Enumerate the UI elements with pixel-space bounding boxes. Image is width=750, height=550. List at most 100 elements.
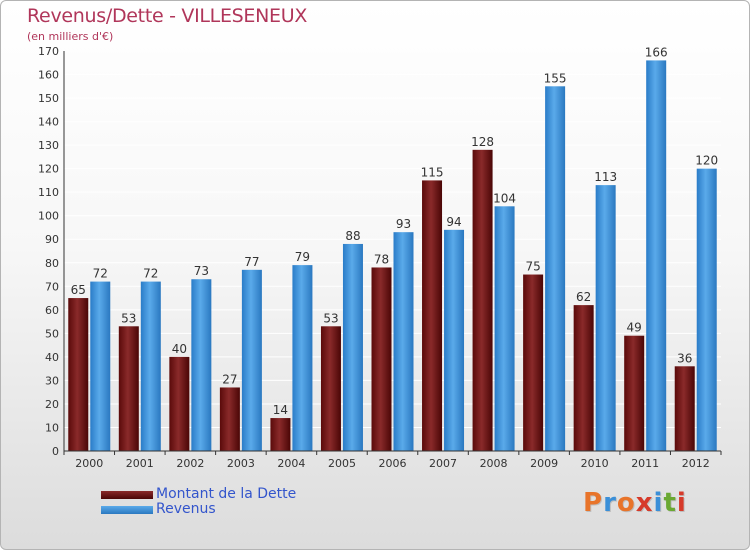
proxiti-logo: Proxiti (583, 488, 687, 518)
x-tick-label: 2006 (379, 457, 407, 470)
bar-revenus (545, 86, 566, 451)
data-label: 53 (121, 311, 136, 325)
data-label: 120 (695, 154, 718, 168)
logo-letter: o (616, 488, 636, 518)
x-tick-label: 2000 (75, 457, 103, 470)
bar-debt (674, 366, 695, 451)
bar-debt (523, 274, 544, 451)
x-tick-label: 2005 (328, 457, 356, 470)
legend-swatch-revenus (101, 505, 153, 514)
bar-revenus (646, 60, 667, 451)
data-label: 27 (222, 372, 237, 386)
legend-label-revenus: Revenus (156, 501, 216, 517)
y-tick-label: 100 (38, 210, 59, 223)
data-label: 72 (93, 267, 108, 281)
y-tick-label: 140 (38, 116, 59, 129)
x-tick-label: 2010 (581, 457, 609, 470)
legend-swatch-debt (101, 490, 153, 499)
data-label: 166 (645, 45, 668, 59)
chart-legend: Montant de la Dette Revenus (101, 487, 296, 517)
chart-subtitle: (en milliers d'€) (27, 30, 114, 43)
bar-debt (219, 387, 240, 451)
y-tick-label: 30 (45, 374, 59, 387)
x-tick-label: 2003 (227, 457, 255, 470)
y-tick-label: 0 (52, 445, 59, 458)
y-tick-label: 160 (38, 69, 59, 82)
legend-item-revenus: Revenus (101, 502, 296, 517)
bar-revenus (90, 281, 111, 451)
y-tick-label: 150 (38, 92, 59, 105)
x-tick-label: 2011 (631, 457, 659, 470)
y-tick-label: 70 (45, 280, 59, 293)
data-label: 40 (172, 342, 187, 356)
bar-revenus (696, 168, 717, 451)
y-tick-label: 80 (45, 257, 59, 270)
x-tick-label: 2012 (682, 457, 710, 470)
x-tick-label: 2002 (176, 457, 204, 470)
y-tick-label: 120 (38, 163, 59, 176)
y-tick-label: 170 (38, 45, 59, 58)
y-tick-label: 90 (45, 233, 59, 246)
data-label: 49 (627, 321, 642, 335)
data-label: 75 (525, 260, 540, 274)
data-label: 62 (576, 290, 591, 304)
bar-revenus (393, 232, 414, 451)
x-tick-label: 2001 (126, 457, 154, 470)
legend-label-debt: Montant de la Dette (156, 486, 297, 502)
logo-letter: P (583, 488, 604, 518)
data-label: 94 (446, 215, 461, 229)
x-tick-label: 2004 (277, 457, 305, 470)
bar-revenus (292, 265, 313, 451)
data-label: 36 (677, 351, 692, 365)
bar-revenus (444, 229, 465, 451)
bar-debt (624, 335, 645, 451)
y-tick-label: 50 (45, 327, 59, 340)
y-tick-label: 130 (38, 139, 59, 152)
data-label: 128 (471, 135, 494, 149)
bar-debt (118, 326, 139, 451)
data-label: 115 (421, 165, 444, 179)
data-label: 14 (273, 403, 288, 417)
bar-debt (573, 305, 594, 451)
bar-debt (169, 356, 190, 451)
data-label: 88 (345, 229, 360, 243)
logo-letter: i (676, 488, 687, 518)
data-label: 77 (244, 255, 259, 269)
bar-revenus (595, 185, 616, 451)
bar-debt (270, 418, 291, 451)
bar-revenus (494, 206, 515, 451)
x-tick-label: 2008 (480, 457, 508, 470)
data-label: 104 (493, 191, 516, 205)
bar-revenus (191, 279, 212, 451)
bar-revenus (241, 269, 262, 451)
y-tick-label: 40 (45, 351, 59, 364)
chart-title: Revenus/Dette - VILLESENEUX (27, 5, 308, 27)
y-tick-label: 10 (45, 421, 59, 434)
bar-debt (371, 267, 392, 451)
data-label: 155 (544, 71, 567, 85)
data-label: 78 (374, 252, 389, 266)
bar-debt (68, 298, 89, 451)
data-label: 65 (71, 283, 86, 297)
bar-debt (422, 180, 443, 452)
logo-letter: x (635, 488, 654, 518)
data-label: 72 (143, 267, 158, 281)
data-label: 53 (323, 311, 338, 325)
data-label: 79 (295, 250, 310, 264)
data-label: 113 (594, 170, 617, 184)
bar-revenus (342, 243, 363, 451)
data-label: 73 (194, 264, 209, 278)
bar-debt (320, 326, 341, 451)
data-label: 93 (396, 217, 411, 231)
x-tick-label: 2007 (429, 457, 457, 470)
y-tick-label: 110 (38, 186, 59, 199)
logo-letter: t (663, 488, 677, 518)
y-tick-label: 60 (45, 304, 59, 317)
x-tick-label: 2009 (530, 457, 558, 470)
logo-letter: i (653, 488, 664, 518)
legend-item-debt: Montant de la Dette (101, 487, 296, 502)
logo-letter: r (603, 488, 617, 518)
y-tick-label: 20 (45, 398, 59, 411)
